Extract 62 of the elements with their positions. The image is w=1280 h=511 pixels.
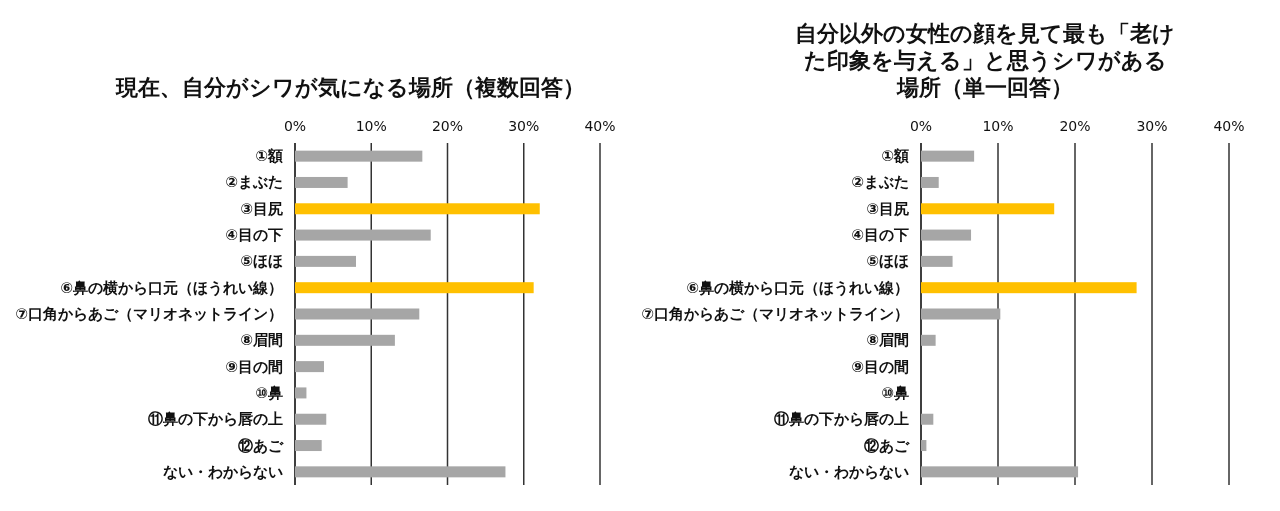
y-tick-label: ⑦口角からあご（マリオネットライン）	[641, 305, 909, 323]
bar	[921, 282, 1137, 294]
y-tick-label: ⑩鼻	[881, 383, 909, 402]
y-tick-label: ⑦口角からあご（マリオネットライン）	[15, 305, 283, 323]
y-tick-label: ①額	[255, 147, 283, 166]
y-tick-label: ⑪鼻の下から唇の上	[148, 410, 283, 429]
y-tick-label: ⑨目の間	[225, 357, 283, 376]
x-tick-label: 40%	[1213, 118, 1245, 134]
y-tick-label: ⑤ほほ	[866, 252, 909, 271]
x-tick-label: 30%	[508, 118, 540, 134]
bar	[295, 255, 356, 267]
bar	[921, 255, 953, 267]
bar	[921, 203, 1055, 215]
y-tick-label: ⑨目の間	[851, 357, 909, 376]
x-tick-label: 0%	[909, 118, 933, 134]
x-tick-label: 30%	[1136, 118, 1168, 134]
bar	[295, 203, 540, 215]
bar	[295, 387, 307, 399]
x-tick-label: 10%	[355, 118, 387, 134]
y-tick-label: ⑧眉間	[866, 331, 909, 350]
chart-title: 現在、自分がシワが気になる場所（複数回答）	[114, 75, 585, 100]
bar	[921, 466, 1079, 478]
y-tick-label: ⑫あご	[864, 436, 910, 455]
y-tick-label: ②まぶた	[851, 173, 909, 192]
bar	[295, 308, 420, 320]
bar	[295, 150, 423, 162]
y-tick-label: ない・わからない	[163, 462, 283, 481]
bar	[921, 308, 1001, 320]
bar	[295, 334, 395, 346]
bar	[295, 440, 322, 452]
y-tick-label: ③目尻	[866, 199, 909, 218]
y-tick-label: ④目の下	[225, 226, 283, 245]
y-tick-label: ⑥鼻の横から口元（ほうれい線）	[60, 278, 283, 297]
x-tick-label: 10%	[982, 118, 1014, 134]
y-tick-label: ①額	[881, 147, 909, 166]
x-tick-label: 0%	[283, 118, 307, 134]
bar	[921, 440, 927, 452]
y-tick-label: ②まぶた	[225, 173, 283, 192]
bar	[295, 413, 327, 425]
bar	[921, 413, 934, 425]
y-tick-label: ⑩鼻	[255, 383, 283, 402]
bar	[921, 334, 936, 346]
bar	[921, 176, 939, 188]
bar	[295, 176, 348, 188]
x-tick-label: 20%	[431, 118, 464, 134]
x-tick-label: 40%	[584, 118, 616, 134]
bar	[295, 229, 431, 241]
y-tick-label: ④目の下	[851, 226, 909, 245]
x-tick-label: 20%	[1059, 118, 1091, 134]
y-tick-label: ⑤ほほ	[240, 252, 283, 271]
y-tick-label: ない・わからない	[789, 462, 909, 481]
y-tick-label: ③目尻	[240, 199, 283, 218]
bar	[295, 282, 534, 294]
bar	[295, 361, 324, 373]
y-tick-label: ⑧眉間	[240, 331, 283, 350]
chart-title: 自分以外の女性の顔を見て最も「老けた印象を与える」と思うシワがある場所（単一回答）	[795, 21, 1175, 100]
y-tick-label: ⑪鼻の下から唇の上	[774, 410, 909, 429]
bar	[295, 466, 506, 478]
bar	[921, 150, 975, 162]
bar	[921, 229, 972, 241]
y-tick-label: ⑫あご	[238, 436, 284, 455]
y-tick-label: ⑥鼻の横から口元（ほうれい線）	[686, 278, 909, 297]
